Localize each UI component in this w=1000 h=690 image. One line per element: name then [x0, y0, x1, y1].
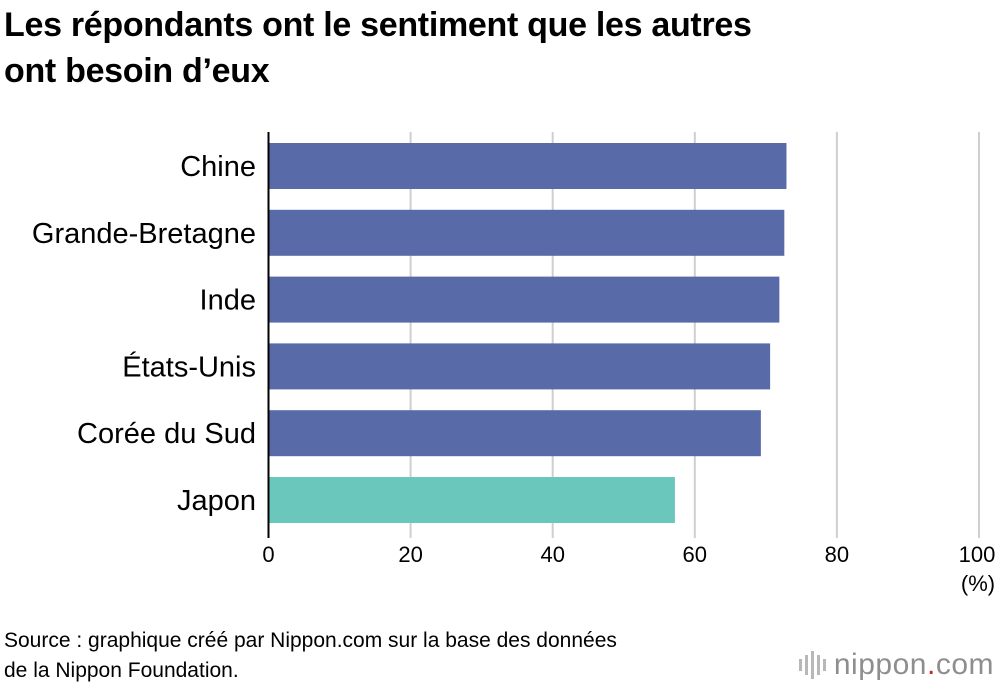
bars	[269, 143, 787, 523]
source-line-2: de la Nippon Foundation.	[4, 659, 239, 682]
category-label: États-Unis	[122, 350, 256, 383]
category-label: Japon	[177, 485, 256, 517]
x-tick-labels: 0 20 40 60 80 100	[262, 542, 995, 567]
chart-title-line-2: ont besoin d’eux	[4, 52, 270, 90]
category-label: Grande-Bretagne	[32, 218, 256, 250]
x-tick-label: 20	[398, 542, 422, 567]
logo-suffix: com	[935, 648, 994, 681]
category-label: Inde	[200, 285, 256, 317]
logo-text: nippon.com	[834, 648, 994, 682]
bar	[269, 343, 771, 390]
category-label: Corée du Sud	[77, 418, 256, 450]
source-line-1: Source : graphique créé par Nippon.com s…	[4, 629, 617, 652]
bar	[269, 143, 787, 189]
chart-title-line-1: Les répondants ont le sentiment que les …	[4, 6, 752, 44]
x-tick-label: 40	[540, 542, 564, 567]
logo-bars-icon	[798, 650, 826, 680]
grid-lines	[409, 132, 980, 538]
logo-dot: .	[926, 648, 936, 681]
chart-title: Les répondants ont le sentiment que les …	[4, 2, 964, 94]
bar	[269, 209, 785, 256]
x-tick-label: 80	[825, 542, 849, 567]
x-tick-label: 100	[959, 542, 996, 567]
source-note: Source : graphique créé par Nippon.com s…	[4, 626, 764, 686]
x-tick-label: 60	[683, 542, 707, 567]
x-axis-unit: (%)	[961, 571, 995, 596]
category-label: Chine	[180, 151, 256, 183]
logo-main: nippon	[833, 648, 927, 681]
bar	[269, 410, 761, 457]
category-labels: Chine Grande-Bretagne Inde États-Unis Corée …	[32, 151, 256, 517]
nippon-logo: nippon.com	[798, 648, 994, 682]
x-tick-label: 0	[262, 542, 274, 567]
bar	[269, 276, 780, 323]
bar	[269, 477, 675, 523]
